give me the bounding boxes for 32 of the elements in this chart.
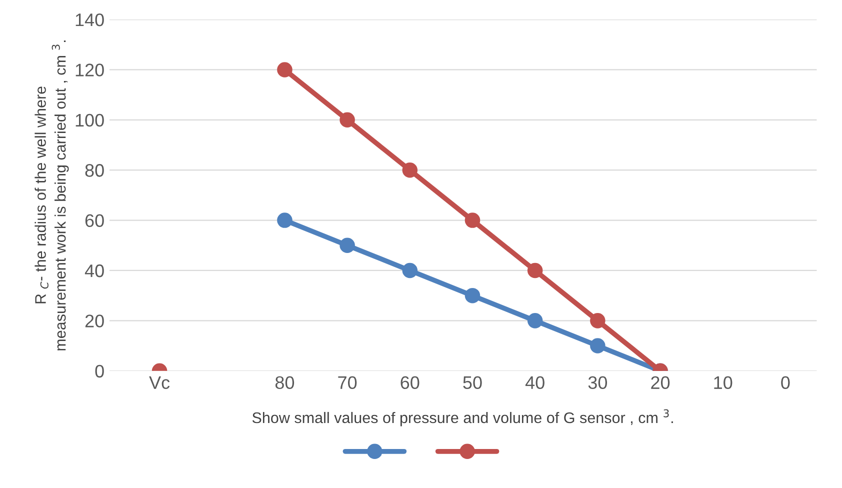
x-tick-label: 0 bbox=[781, 376, 790, 390]
point bbox=[590, 313, 606, 328]
x-tick-label: 60 bbox=[400, 376, 420, 390]
x-tick-label: 50 bbox=[463, 376, 482, 390]
point bbox=[277, 62, 292, 78]
point bbox=[527, 262, 543, 278]
point bbox=[464, 212, 480, 228]
point bbox=[277, 212, 292, 228]
y-tick-label: 80 bbox=[85, 164, 104, 177]
point bbox=[340, 112, 355, 128]
point bbox=[402, 262, 418, 278]
x-tick-label: 70 bbox=[338, 376, 357, 390]
y-tick-label: 120 bbox=[76, 64, 104, 76]
point bbox=[402, 162, 418, 178]
y-tick-label: 100 bbox=[76, 114, 104, 127]
point bbox=[340, 238, 355, 254]
y-tick-label: 140 bbox=[76, 13, 104, 26]
y-tick-label: 20 bbox=[85, 314, 104, 328]
x-axis-title: Show small values of pressure and volume of G sensor , cm $^{3}$. bbox=[252, 409, 673, 426]
x-tick-label: 30 bbox=[588, 376, 608, 390]
x-tick-label: 20 bbox=[651, 376, 670, 390]
y-tick-label: 40 bbox=[84, 264, 104, 278]
x-tick-label: 80 bbox=[275, 376, 294, 390]
point bbox=[590, 338, 606, 354]
point bbox=[464, 288, 480, 304]
point bbox=[527, 313, 543, 328]
x-tick-label: 10 bbox=[714, 376, 732, 390]
y-tick-label: 60 bbox=[85, 214, 104, 228]
x-tick-label: Vc bbox=[149, 376, 170, 390]
y-axis-title: R $_{C}$- the radius of the well where measurement work is being carried out , cm $^{3}$. bbox=[34, 40, 69, 350]
x-tick-label: 40 bbox=[525, 376, 544, 390]
y-tick-label: 0 bbox=[95, 364, 104, 378]
